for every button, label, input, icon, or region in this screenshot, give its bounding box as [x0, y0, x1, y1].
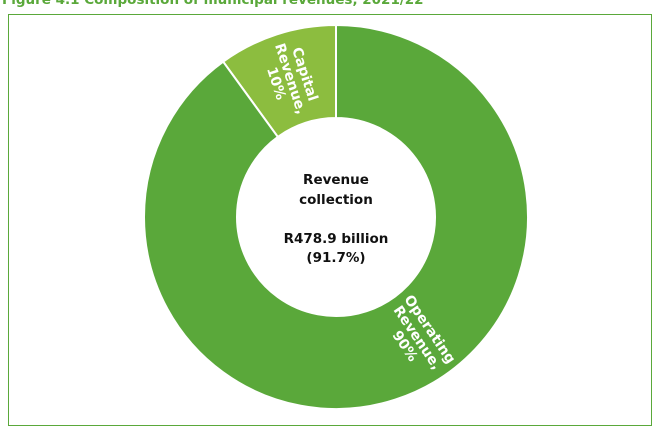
center-text-line4: (91.7%) [306, 250, 365, 266]
center-text-line3: R478.9 billion [284, 231, 389, 247]
center-text-line1: Revenue [303, 172, 369, 188]
chart-title: Figure 4.1 Composition of municipal reve… [2, 0, 424, 8]
donut-hole [237, 118, 435, 316]
center-text-line2: collection [299, 192, 373, 208]
